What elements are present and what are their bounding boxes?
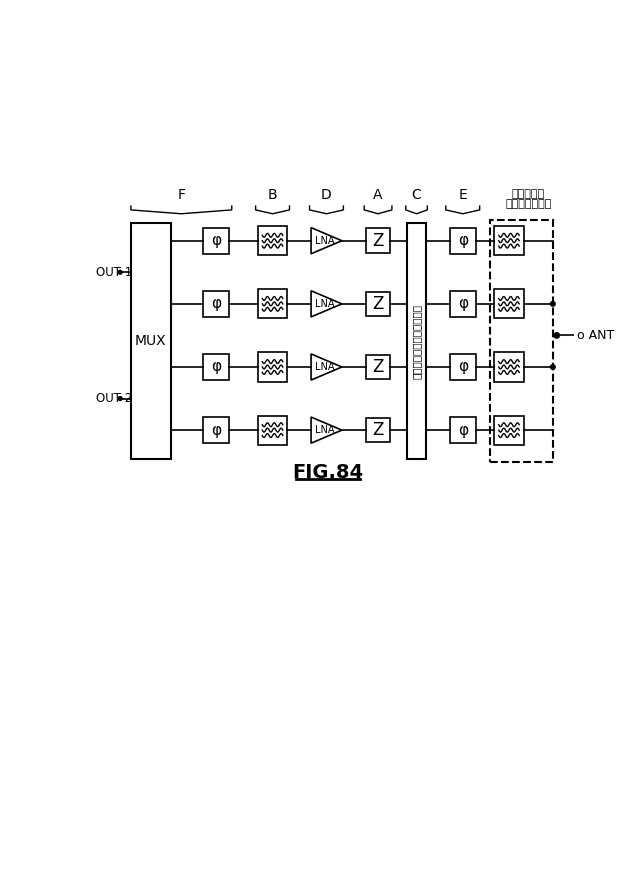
Text: OUT 1: OUT 1 xyxy=(96,266,132,279)
Bar xyxy=(258,290,287,319)
Text: LNA: LNA xyxy=(315,298,335,309)
Text: MUX: MUX xyxy=(135,334,166,348)
Bar xyxy=(258,226,287,255)
Bar xyxy=(365,291,390,316)
Text: A: A xyxy=(373,188,383,202)
Text: C: C xyxy=(412,188,421,202)
Circle shape xyxy=(550,365,555,369)
Bar xyxy=(494,226,524,255)
Text: B: B xyxy=(268,188,277,202)
Text: LNA: LNA xyxy=(315,425,335,435)
Text: φ: φ xyxy=(211,297,221,312)
Bar xyxy=(131,223,171,459)
Text: マルチプレクサ: マルチプレクサ xyxy=(505,199,552,208)
Bar xyxy=(258,416,287,445)
Text: φ: φ xyxy=(458,423,468,438)
Bar xyxy=(494,416,524,445)
Circle shape xyxy=(550,301,555,306)
Bar xyxy=(450,417,476,443)
Text: スイッチングネットワーク: スイッチングネットワーク xyxy=(412,304,422,379)
Bar xyxy=(258,352,287,381)
Text: OUT 2: OUT 2 xyxy=(96,392,132,405)
Text: φ: φ xyxy=(458,297,468,312)
Bar xyxy=(490,220,553,463)
Text: Z: Z xyxy=(372,421,384,439)
Text: o ANT: o ANT xyxy=(577,329,615,342)
Bar xyxy=(365,355,390,380)
Bar xyxy=(407,223,426,459)
Text: E: E xyxy=(458,188,467,202)
Circle shape xyxy=(118,396,122,401)
Circle shape xyxy=(554,333,559,338)
Text: LNA: LNA xyxy=(315,362,335,372)
Text: φ: φ xyxy=(211,359,221,374)
Text: フィルタ／: フィルタ／ xyxy=(511,189,545,199)
Text: FIG.84: FIG.84 xyxy=(292,463,364,482)
Text: Z: Z xyxy=(372,358,384,376)
Text: LNA: LNA xyxy=(315,236,335,245)
Bar xyxy=(204,291,230,317)
Text: Z: Z xyxy=(372,231,384,250)
Bar xyxy=(365,229,390,253)
Polygon shape xyxy=(311,354,342,380)
Bar xyxy=(494,352,524,381)
Polygon shape xyxy=(311,291,342,317)
Text: φ: φ xyxy=(458,233,468,248)
Text: φ: φ xyxy=(211,423,221,438)
Bar xyxy=(204,417,230,443)
Text: φ: φ xyxy=(211,233,221,248)
Bar xyxy=(450,291,476,317)
Bar xyxy=(204,228,230,253)
Text: D: D xyxy=(321,188,332,202)
Text: F: F xyxy=(177,188,186,202)
Bar xyxy=(450,228,476,253)
Bar xyxy=(494,290,524,319)
Text: φ: φ xyxy=(458,359,468,374)
Circle shape xyxy=(118,270,122,275)
Bar xyxy=(450,354,476,380)
Polygon shape xyxy=(311,417,342,443)
Text: Z: Z xyxy=(372,295,384,313)
Polygon shape xyxy=(311,228,342,253)
Bar xyxy=(204,354,230,380)
Bar xyxy=(365,418,390,442)
